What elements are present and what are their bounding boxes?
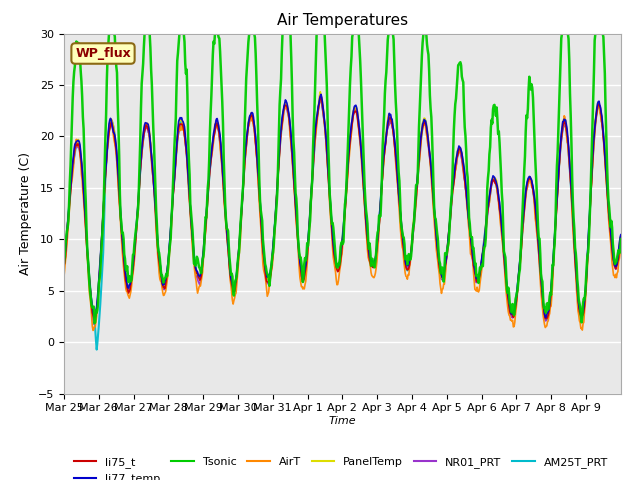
X-axis label: Time: Time xyxy=(328,416,356,426)
Text: WP_flux: WP_flux xyxy=(75,47,131,60)
Y-axis label: Air Temperature (C): Air Temperature (C) xyxy=(19,152,33,275)
Legend: li75_t, li77_temp, Tsonic, AirT, PanelTemp, NR01_PRT, AM25T_PRT: li75_t, li77_temp, Tsonic, AirT, PanelTe… xyxy=(70,453,612,480)
Title: Air Temperatures: Air Temperatures xyxy=(277,13,408,28)
